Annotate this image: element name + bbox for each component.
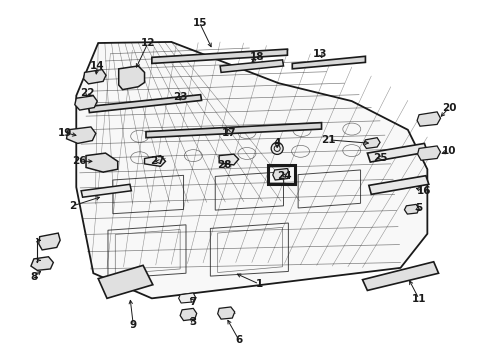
Polygon shape xyxy=(416,112,440,126)
Text: 19: 19 xyxy=(58,128,72,138)
Text: 11: 11 xyxy=(411,294,426,304)
Text: 7: 7 xyxy=(189,297,197,307)
Polygon shape xyxy=(86,153,118,172)
Polygon shape xyxy=(368,176,428,194)
Polygon shape xyxy=(76,42,427,298)
Text: 8: 8 xyxy=(30,272,38,282)
Polygon shape xyxy=(39,233,60,250)
Polygon shape xyxy=(31,257,53,270)
Polygon shape xyxy=(272,168,289,180)
Text: 6: 6 xyxy=(235,334,242,345)
Text: 10: 10 xyxy=(441,145,456,156)
Text: 4: 4 xyxy=(273,139,280,148)
Text: 14: 14 xyxy=(90,61,104,71)
Polygon shape xyxy=(219,154,238,165)
Polygon shape xyxy=(152,49,287,63)
Polygon shape xyxy=(417,146,440,160)
Polygon shape xyxy=(220,60,283,72)
Text: 22: 22 xyxy=(80,88,95,98)
Text: 26: 26 xyxy=(72,156,87,166)
Text: 23: 23 xyxy=(173,92,187,102)
Polygon shape xyxy=(98,265,153,298)
Polygon shape xyxy=(146,123,321,138)
Polygon shape xyxy=(366,143,427,162)
Text: 12: 12 xyxy=(141,38,155,48)
Polygon shape xyxy=(88,95,201,113)
Polygon shape xyxy=(144,156,165,166)
Text: 17: 17 xyxy=(221,128,236,138)
Polygon shape xyxy=(83,69,106,84)
Text: 15: 15 xyxy=(192,18,206,28)
Text: 18: 18 xyxy=(249,52,264,62)
Text: 28: 28 xyxy=(216,160,231,170)
Text: 16: 16 xyxy=(416,186,430,196)
Polygon shape xyxy=(180,309,196,320)
Text: 5: 5 xyxy=(415,203,422,213)
Text: 13: 13 xyxy=(312,49,326,59)
Polygon shape xyxy=(119,66,144,90)
Polygon shape xyxy=(363,138,379,148)
Polygon shape xyxy=(81,184,131,197)
Text: 24: 24 xyxy=(277,171,291,181)
Polygon shape xyxy=(66,127,96,143)
Text: 1: 1 xyxy=(255,279,262,289)
Polygon shape xyxy=(404,204,418,214)
Polygon shape xyxy=(292,56,365,69)
Polygon shape xyxy=(362,262,438,291)
Polygon shape xyxy=(75,96,97,110)
Bar xyxy=(267,165,294,184)
Polygon shape xyxy=(217,307,234,319)
Text: 20: 20 xyxy=(441,103,456,113)
Text: 25: 25 xyxy=(372,153,386,163)
Text: 21: 21 xyxy=(321,135,335,145)
Circle shape xyxy=(271,143,283,154)
Text: 3: 3 xyxy=(189,317,197,327)
Text: 27: 27 xyxy=(150,156,164,166)
Text: 2: 2 xyxy=(69,201,76,211)
Polygon shape xyxy=(178,293,195,303)
Text: 9: 9 xyxy=(129,320,137,330)
